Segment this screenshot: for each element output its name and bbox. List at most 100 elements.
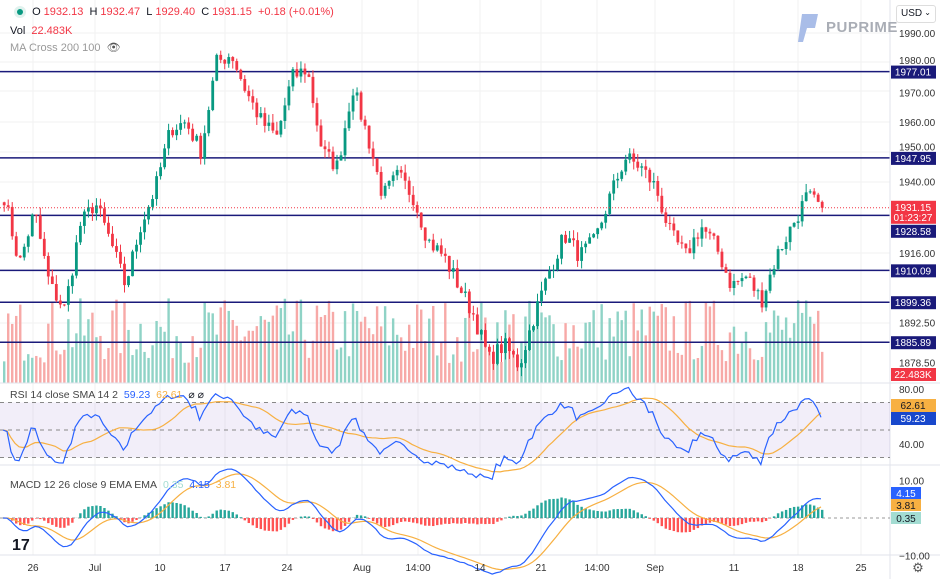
macd-histogram-bar [127, 518, 130, 524]
macd-histogram-bar [564, 498, 567, 518]
candle-body [552, 269, 555, 271]
macd-histogram-bar [604, 511, 607, 518]
volume-bar [660, 303, 664, 383]
macd-histogram-bar [131, 518, 134, 522]
candle-body [696, 237, 700, 239]
macd-histogram-bar [219, 509, 222, 518]
macd-histogram-bar [387, 518, 391, 527]
candle-body [38, 215, 42, 239]
candle-body [335, 160, 339, 170]
volume-label: 22.483K [894, 370, 932, 381]
macd-histogram-bar [592, 510, 595, 518]
price-axis-tick: 1892.50 [899, 319, 936, 330]
volume-bar [668, 350, 672, 383]
macd-histogram-bar [516, 516, 519, 518]
candle-body [30, 214, 34, 237]
macd-line [2, 468, 822, 575]
candle-body [668, 222, 672, 224]
volume-bar [436, 355, 439, 383]
candle-body [532, 326, 535, 331]
macd-histogram-bar [371, 518, 375, 522]
volume-bar [303, 339, 307, 383]
candle-body [375, 158, 379, 172]
volume-bar [608, 318, 611, 383]
open-value: 1932.13 [43, 6, 84, 18]
macd-histogram-bar [760, 518, 764, 523]
volume-bar [416, 304, 419, 383]
volume-bar [588, 322, 591, 383]
volume-bar [183, 362, 186, 383]
volume-bar [556, 356, 559, 383]
macd-histogram-bar [211, 513, 214, 518]
candle-body [656, 180, 660, 196]
candle-body [748, 276, 752, 278]
time-axis-tick: 10 [154, 563, 166, 574]
volume-bar [107, 348, 110, 383]
macd-histogram-bar [47, 518, 50, 524]
candle-body [267, 122, 271, 126]
candle-body [58, 300, 62, 305]
volume-bar [39, 357, 42, 383]
candle-body [175, 129, 179, 136]
volume-bar [500, 361, 503, 383]
candle-body [740, 278, 744, 282]
level-price-label: 1947.95 [895, 154, 932, 165]
macd-histogram-bar [432, 518, 435, 527]
candle-body [183, 122, 187, 124]
time-axis-tick: 21 [535, 563, 547, 574]
currency-select[interactable]: USD ⌄ [896, 5, 936, 23]
macd-histogram-bar [31, 518, 34, 521]
macd-histogram-bar [183, 505, 186, 518]
macd-histogram-bar [235, 514, 238, 518]
macd-histogram-bar [71, 518, 74, 523]
candle-body [367, 125, 371, 149]
brand-logo: PUPRIME [796, 12, 898, 42]
macd-histogram-bar [776, 513, 780, 518]
macd-histogram-bar [35, 518, 38, 519]
volume-bar [259, 316, 263, 383]
macd-histogram-bar [584, 508, 587, 518]
candle-body [756, 290, 760, 292]
macd-histogram-bar [808, 504, 812, 518]
volume-bar [275, 305, 279, 383]
price-axis-tick: 1940.00 [899, 178, 936, 189]
macd-histogram-bar [572, 501, 575, 518]
macd-histogram-bar [600, 511, 603, 518]
volume-bar [175, 336, 178, 383]
volume-bar [612, 336, 615, 383]
macd-histogram-bar [27, 518, 30, 524]
volume-bar [23, 360, 26, 383]
candle-body [87, 207, 90, 212]
candle-body [10, 206, 14, 237]
volume-bar [728, 332, 732, 383]
candle-body [347, 111, 351, 129]
candle-body [716, 235, 720, 252]
settings-gear-icon[interactable]: ⚙ [912, 560, 924, 575]
volume-bar [604, 359, 607, 383]
macd-histogram-bar [568, 499, 571, 518]
macd-histogram-bar [732, 518, 736, 526]
volume-bar [648, 306, 651, 383]
volume-bar [716, 344, 720, 383]
ma-cross-legend[interactable]: MA Cross 200 100 👁 [10, 42, 121, 54]
candle-body [307, 74, 311, 77]
level-price-label: 1899.36 [895, 298, 932, 309]
candle-body [688, 248, 692, 254]
eye-hidden-icon[interactable]: 👁 [106, 42, 121, 54]
candle-body [435, 245, 439, 251]
macd-value-tag [891, 499, 921, 511]
candle-body [331, 151, 335, 170]
volume-bar [379, 326, 383, 383]
macd-histogram-bar [135, 518, 138, 520]
volume-bar [596, 347, 599, 383]
macd-value-tag [891, 512, 921, 524]
macd-histogram-bar [231, 512, 234, 518]
macd-histogram-bar [632, 510, 635, 518]
macd-axis-tick: 10.00 [899, 477, 924, 488]
candle-body [443, 253, 447, 256]
candle-body [34, 214, 38, 216]
candle-body [247, 90, 251, 97]
candle-body [295, 69, 299, 77]
candle-body [768, 274, 772, 291]
